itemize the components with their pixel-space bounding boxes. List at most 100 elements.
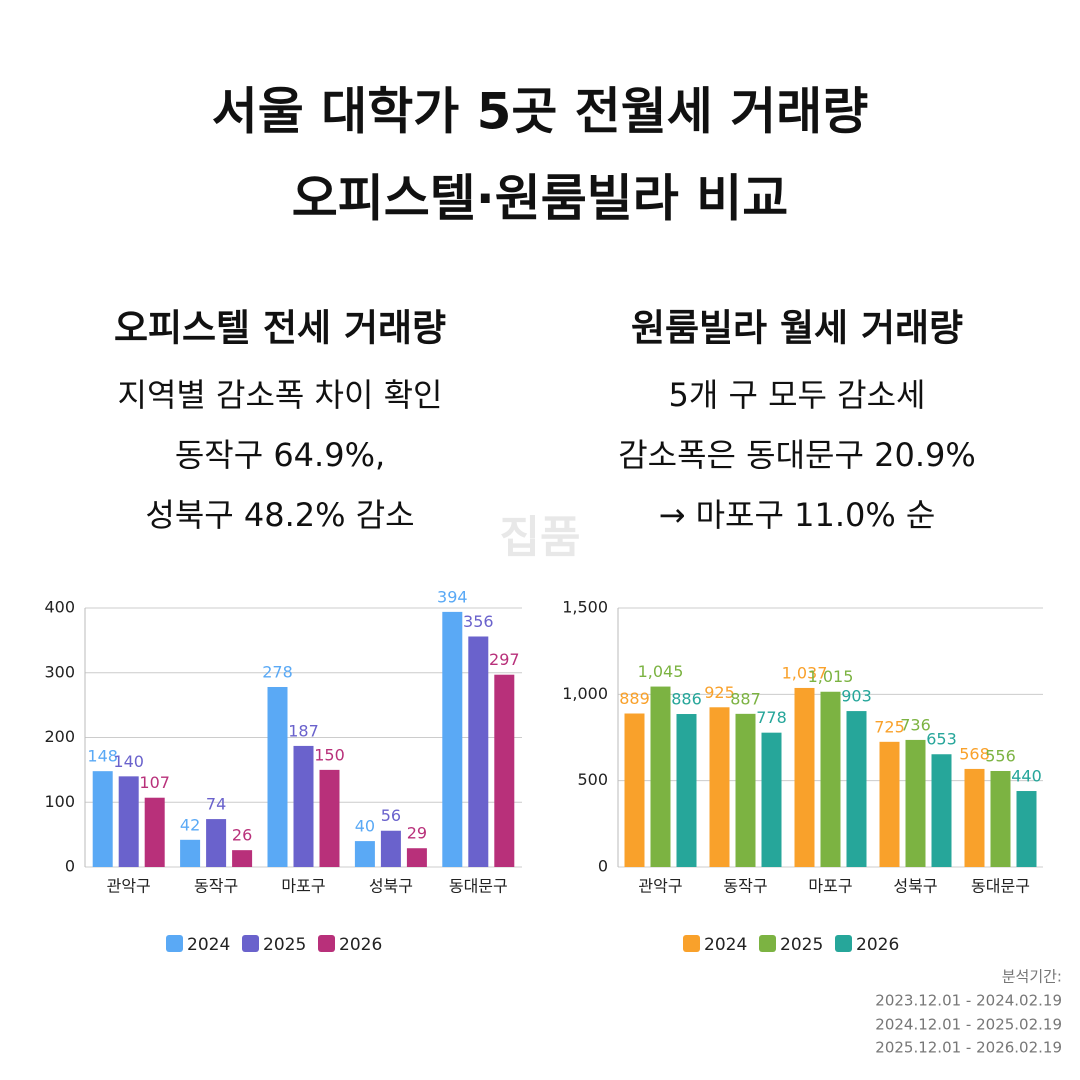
legend-swatch (683, 935, 700, 952)
y-tick-label: 0 (598, 857, 608, 876)
legend-swatch (835, 935, 852, 952)
data-label: 394 (437, 587, 468, 606)
bar (442, 611, 463, 867)
data-label: 26 (232, 826, 252, 845)
bar (232, 850, 253, 867)
data-label: 40 (355, 817, 375, 836)
legend-label: 2026 (339, 935, 382, 955)
bar (144, 797, 165, 867)
x-tick-label: 관악구 (107, 877, 151, 896)
bar (354, 841, 375, 867)
x-tick-label: 동대문구 (449, 877, 508, 896)
legend-swatch (759, 935, 776, 952)
data-label: 356 (463, 612, 494, 631)
chart-subtitle: 지역별 감소폭 차이 확인 (118, 376, 443, 414)
data-label: 278 (262, 662, 293, 681)
chart-subtitle: 5개 구 모두 감소세 (669, 376, 926, 414)
x-tick-label: 동작구 (723, 877, 767, 896)
y-tick-label: 500 (577, 770, 608, 789)
legend-swatch (318, 935, 335, 952)
data-label: 107 (139, 773, 170, 792)
data-label: 653 (926, 730, 957, 749)
x-tick-label: 동대문구 (971, 877, 1030, 896)
legend-label: 2024 (187, 935, 230, 955)
x-tick-label: 성북구 (369, 877, 413, 896)
footnote: 2023.12.01 - 2024.02.19 (875, 992, 1062, 1010)
data-label: 148 (87, 747, 118, 766)
x-tick-label: 마포구 (808, 877, 852, 896)
bar (267, 686, 288, 867)
data-label: 297 (489, 650, 520, 669)
data-label: 925 (704, 683, 735, 702)
footnote: 2024.12.01 - 2025.02.19 (875, 1016, 1062, 1034)
data-label: 74 (206, 795, 226, 814)
bar (794, 687, 815, 867)
bar (676, 714, 697, 867)
legend-label: 2025 (780, 935, 823, 955)
chart-subtitle: 동작구 64.9%, (175, 436, 385, 474)
bar (293, 745, 314, 867)
data-label: 42 (180, 815, 200, 834)
x-tick-label: 마포구 (281, 877, 325, 896)
footnote: 분석기간: (1002, 968, 1062, 986)
data-label: 725 (874, 717, 905, 736)
data-label: 568 (959, 744, 990, 763)
data-label: 556 (985, 746, 1016, 765)
legend-swatch (166, 935, 183, 952)
bar (990, 770, 1011, 867)
data-label: 187 (288, 721, 319, 740)
bar (206, 819, 227, 867)
legend-label: 2024 (704, 935, 747, 955)
data-label: 903 (841, 687, 872, 706)
bar (180, 839, 201, 867)
x-tick-label: 성북구 (893, 877, 937, 896)
chart-title: 원룸빌라 월세 거래량 (631, 307, 963, 350)
data-label: 889 (619, 689, 650, 708)
bar (380, 830, 401, 867)
y-tick-label: 100 (44, 792, 75, 811)
data-label: 1,015 (808, 667, 854, 686)
bar (761, 732, 782, 867)
bar (846, 711, 867, 867)
y-tick-label: 0 (65, 857, 75, 876)
x-tick-label: 동작구 (194, 877, 238, 896)
bar (964, 768, 985, 867)
main-title: 서울 대학가 5곳 전월세 거래량 (212, 83, 868, 141)
data-label: 778 (756, 708, 787, 727)
data-label: 140 (113, 752, 144, 771)
y-tick-label: 300 (44, 662, 75, 681)
bar (735, 713, 756, 867)
bar (1016, 791, 1037, 867)
data-label: 736 (900, 715, 931, 734)
chart-subtitle: 감소폭은 동대문구 20.9% (618, 436, 976, 474)
data-label: 440 (1011, 767, 1042, 786)
legend-label: 2026 (856, 935, 899, 955)
bar (820, 691, 841, 867)
chart-title: 오피스텔 전세 거래량 (114, 307, 446, 350)
y-tick-label: 200 (44, 727, 75, 746)
bar (468, 636, 489, 867)
legend-label: 2025 (263, 935, 306, 955)
y-tick-label: 400 (44, 598, 75, 617)
chart-subtitle: 성북구 48.2% 감소 (145, 496, 414, 534)
bar (319, 769, 340, 867)
bar (931, 754, 952, 867)
bar (879, 741, 900, 867)
bar (92, 771, 113, 867)
chart-subtitle: → 마포구 11.0% 순 (659, 496, 936, 534)
legend-swatch (242, 935, 259, 952)
y-tick-label: 1,500 (562, 598, 608, 617)
data-label: 29 (407, 824, 427, 843)
y-tick-label: 1,000 (562, 684, 608, 703)
x-tick-label: 관악구 (638, 877, 682, 896)
bar (118, 776, 139, 867)
bar (406, 848, 427, 867)
footnote: 2025.12.01 - 2026.02.19 (875, 1039, 1062, 1057)
data-label: 1,037 (782, 663, 828, 682)
data-label: 1,045 (638, 662, 684, 681)
watermark: 집품 (500, 512, 581, 563)
bar (494, 674, 515, 867)
data-label: 886 (671, 690, 702, 709)
